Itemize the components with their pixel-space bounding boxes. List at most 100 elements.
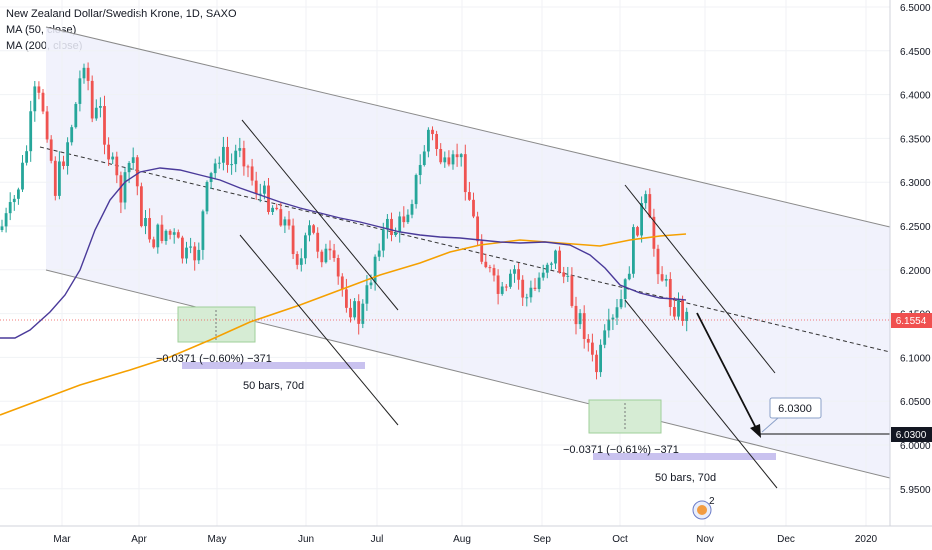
candle-body (176, 232, 180, 238)
candle-body (258, 193, 262, 195)
brand-logo-inner (697, 505, 707, 515)
candle-body (537, 277, 541, 289)
candle-body (607, 319, 611, 331)
time-tick-label: Apr (131, 534, 147, 545)
candle-body (299, 258, 303, 265)
channel-mid-line[interactable] (39, 146, 891, 353)
candle-body (496, 275, 500, 294)
candle-body (525, 297, 529, 299)
price-axis[interactable]: 6.5000 6.4500 6.4000 6.3500 6.3000 6.2500 6.20… (900, 3, 931, 496)
candle-body (652, 216, 656, 249)
candle-body (287, 219, 291, 226)
candle-body (62, 161, 65, 166)
candle-body (242, 148, 246, 167)
brand-logo[interactable]: 2 (692, 496, 715, 520)
candle-body (431, 129, 434, 135)
ma200-line[interactable] (0, 233, 687, 416)
target-arrow-line[interactable] (696, 312, 758, 431)
candle-body (17, 189, 20, 199)
candle-body (205, 182, 209, 212)
candle-body (611, 317, 615, 320)
trendline-may-a[interactable] (241, 119, 399, 311)
candle-body (263, 185, 266, 194)
trendline-may-b[interactable] (239, 234, 399, 426)
target-callout-text: 6.0300 (778, 403, 812, 415)
time-tick-label: Oct (612, 534, 628, 545)
candle-body (308, 225, 311, 236)
ma50-line[interactable] (0, 167, 687, 339)
target-price-tag (891, 427, 932, 442)
candle-body (193, 246, 197, 261)
candle-body (500, 286, 504, 294)
candle-body (275, 207, 279, 210)
candlestick-series[interactable] (0, 62, 689, 380)
candle-body (189, 246, 192, 248)
time-tick-label: Nov (696, 534, 714, 545)
price-tick-label: 6.3500 (900, 134, 931, 145)
price-tick-label: 6.0000 (900, 441, 931, 452)
candle-body (509, 273, 512, 287)
candle-body (619, 299, 623, 308)
candle-body (681, 300, 684, 321)
candle-body (521, 279, 525, 298)
candle-body (578, 313, 582, 325)
candle-body (271, 207, 274, 213)
candle-body (312, 225, 315, 233)
candle-body (586, 338, 590, 343)
measure-box-1[interactable] (177, 306, 256, 343)
candle-body (459, 154, 463, 158)
candle-body (529, 287, 533, 298)
time-tick-label: Aug (453, 534, 471, 545)
target-callout-pointer (761, 417, 779, 433)
candle-body (558, 250, 561, 273)
candle-body (377, 250, 381, 257)
candle-body (8, 202, 12, 214)
price-tick-label: 6.4500 (900, 47, 931, 58)
time-tick-label: Sep (533, 534, 551, 545)
trendline-oct-b[interactable] (624, 299, 778, 489)
candle-body (533, 287, 537, 289)
candle-body (172, 232, 176, 235)
candle-body (144, 218, 147, 227)
brand-logo-badge: 2 (709, 496, 715, 507)
measure-bar-2 (593, 453, 776, 460)
candle-body (152, 239, 156, 248)
target-callout-box[interactable] (769, 397, 822, 419)
candle-body (673, 307, 676, 317)
candle-body (627, 273, 631, 280)
candle-body (197, 249, 201, 261)
candle-body (246, 166, 250, 168)
candle-body (135, 157, 139, 187)
trendline-oct-a[interactable] (624, 184, 776, 374)
legend-symbol-title[interactable]: New Zealand Dollar/Swedish Krone, 1D, SA… (6, 8, 237, 20)
candle-body (550, 263, 553, 265)
channel-fill (46, 27, 890, 478)
candle-body (45, 111, 49, 140)
candle-body (86, 67, 90, 81)
candle-body (238, 148, 242, 151)
time-tick-label: Dec (777, 534, 795, 545)
candle-body (53, 160, 57, 196)
candle-body (304, 235, 307, 259)
candle-body (185, 247, 188, 259)
price-tick-label: 6.0500 (900, 397, 931, 408)
candle-body (41, 92, 45, 112)
channel-upper-line[interactable] (45, 26, 891, 228)
candle-body (58, 161, 61, 196)
candle-body (623, 279, 627, 300)
channel-lower-line[interactable] (45, 269, 891, 479)
candle-body (373, 256, 377, 283)
price-tick-label: 6.1000 (900, 353, 931, 364)
price-tick-label: 6.4000 (900, 91, 931, 102)
candle-body (513, 269, 516, 274)
measure-text-2: −0.0371 (−0.61%) −371 (563, 444, 679, 456)
candle-body (70, 127, 74, 143)
candle-body (164, 230, 168, 241)
price-tick-label: 6.5000 (900, 3, 931, 14)
time-axis[interactable]: Mar Apr May Jun Jul Aug Sep Oct Nov Dec 2020 (53, 534, 877, 545)
candle-body (12, 198, 16, 203)
candle-body (230, 164, 233, 166)
candle-body (291, 225, 295, 255)
candle-body (74, 103, 78, 128)
